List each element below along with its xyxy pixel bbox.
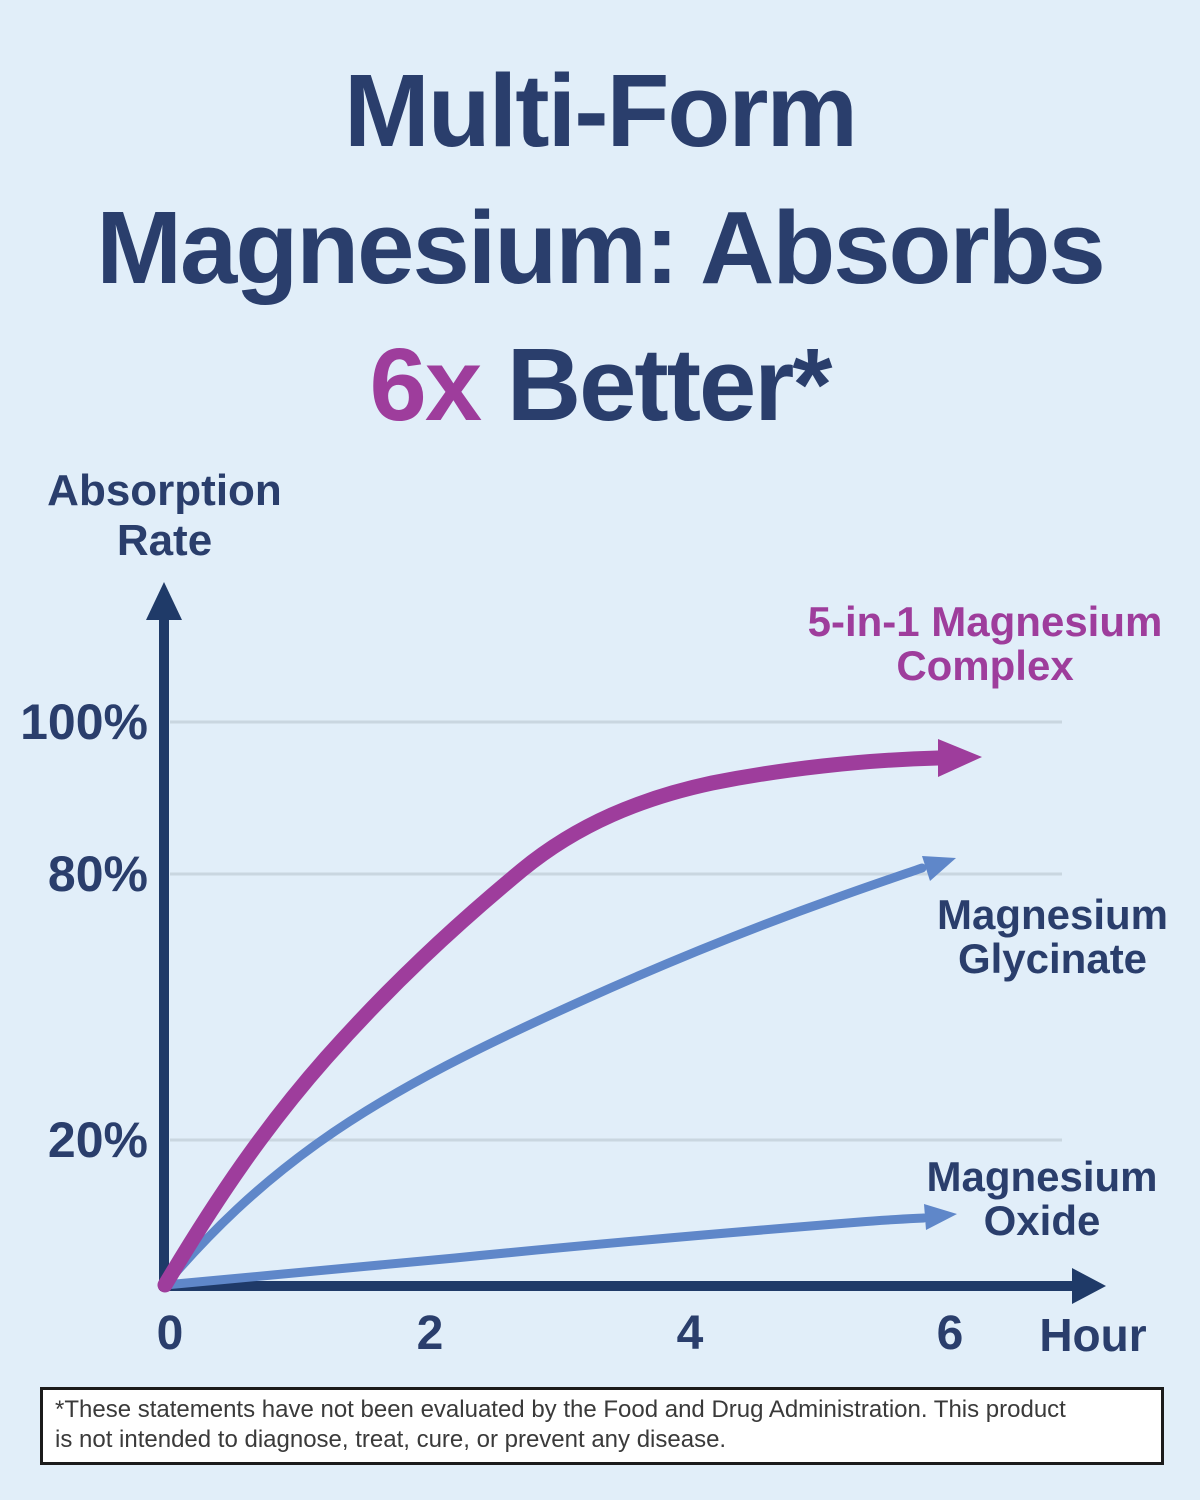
title-line-3: 6x Better* (0, 316, 1200, 453)
complex-label-line-1: 5-in-1 Magnesium (807, 598, 1163, 645)
glycinate-label-line-1: Magnesium (936, 891, 1169, 938)
title-line-3-rest: Better* (480, 327, 833, 442)
x-tick-4: 4 (676, 1307, 704, 1360)
disclaimer-line-2: is not intended to diagnose, treat, cure… (55, 1426, 727, 1453)
y-tick-20: 20% (47, 1112, 148, 1168)
oxide-curve-label: Magnesium Oxide (912, 1155, 1172, 1243)
y-tick-80: 80% (47, 846, 148, 902)
x-tick-2: 2 (416, 1307, 444, 1360)
x-axis-unit-label: Hour (1039, 1309, 1147, 1361)
glycinate-curve (160, 863, 927, 1290)
title-6x-highlight: 6x (369, 327, 483, 442)
complex-label-line-2: Complex (896, 642, 1074, 689)
y-tick-100: 100% (20, 694, 148, 750)
y-axis-title: Absorption Rate (22, 466, 307, 566)
y-axis-arrow-icon (146, 582, 182, 620)
x-axis-arrow-icon (1072, 1268, 1106, 1304)
glycinate-label-line-2: Glycinate (957, 935, 1148, 982)
complex-curve-arrowhead-icon (938, 739, 982, 777)
x-tick-0: 0 (156, 1307, 184, 1360)
page-title: Multi-Form Magnesium: Absorbs 6x Better* (0, 42, 1200, 453)
fda-disclaimer: *These statements have not been evaluate… (40, 1387, 1164, 1465)
glycinate-curve-label: Magnesium Glycinate (920, 893, 1185, 981)
disclaimer-line-1: *These statements have not been evaluate… (55, 1396, 1066, 1423)
oxide-label-line-2: Oxide (983, 1197, 1101, 1244)
title-line-2: Magnesium: Absorbs (96, 190, 1105, 305)
oxide-curve (160, 1213, 929, 1290)
y-axis-title-line-2: Rate (116, 516, 213, 565)
complex-curve (157, 750, 946, 1293)
glycinate-curve-arrowhead-icon (922, 856, 956, 881)
oxide-label-line-1: Magnesium (926, 1153, 1158, 1200)
x-tick-6: 6 (936, 1307, 964, 1360)
complex-curve-label: 5-in-1 Magnesium Complex (790, 600, 1180, 688)
oxide-curve-arrowhead-icon (924, 1204, 957, 1230)
y-axis-title-line-1: Absorption (47, 466, 282, 515)
title-line-1: Multi-Form (343, 53, 858, 168)
